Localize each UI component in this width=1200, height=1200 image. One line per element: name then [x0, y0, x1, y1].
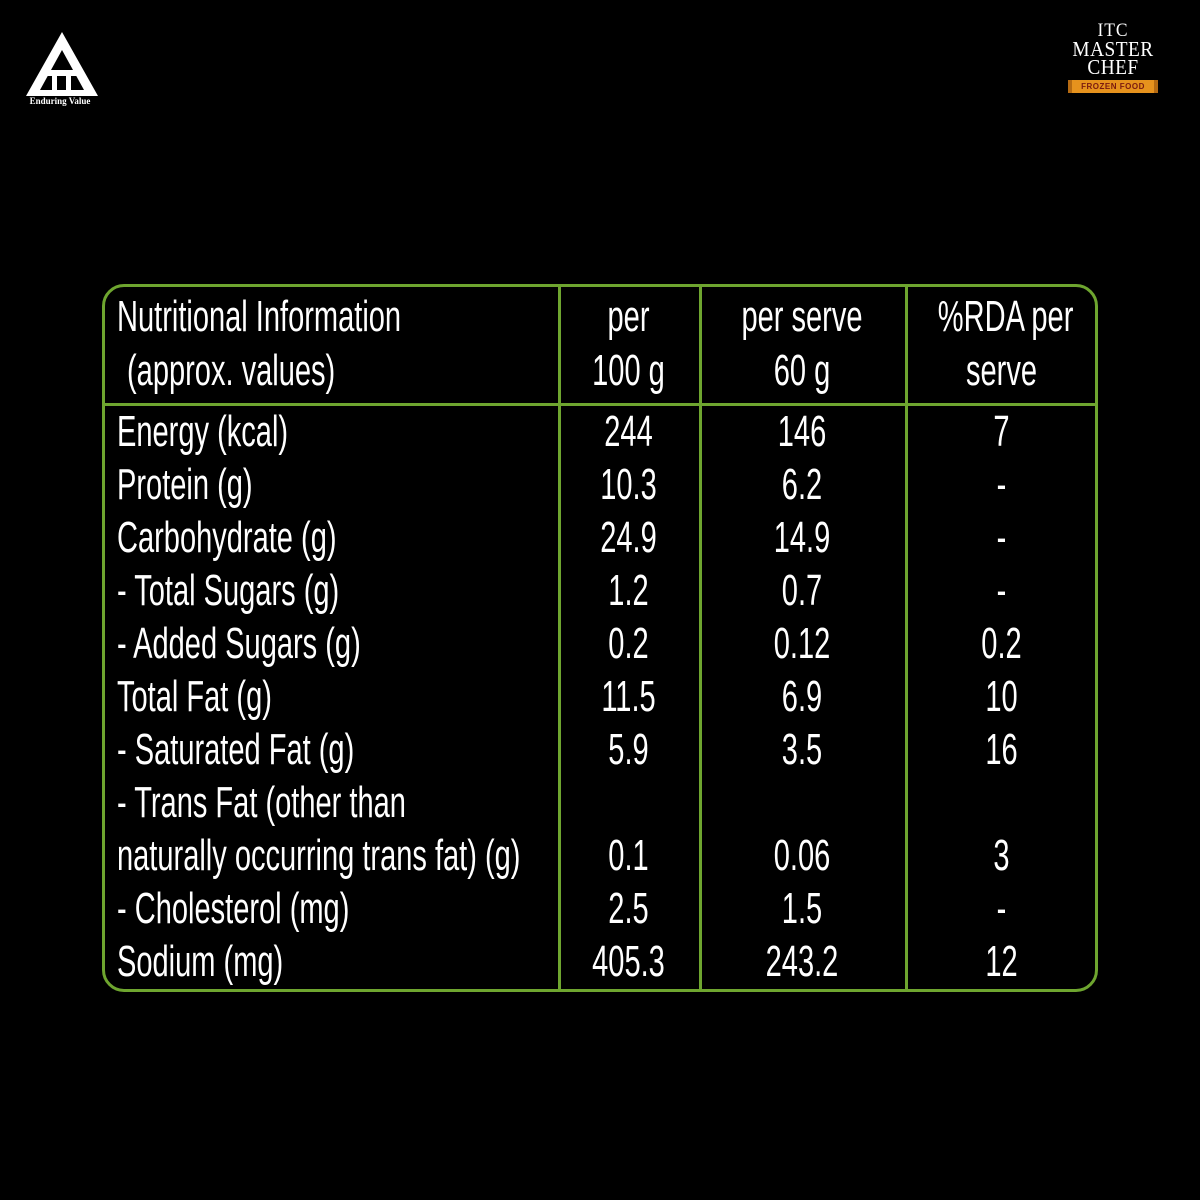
row-perserve-value: 243.2: [765, 937, 839, 986]
row-rda-value: 3: [993, 831, 1010, 880]
row-rda-value: 0.2: [981, 619, 1022, 668]
row-label: - Cholesterol (mg): [117, 884, 350, 933]
header-nutrient-line1: Nutritional Information: [117, 292, 402, 341]
row-label: Energy (kcal): [117, 407, 289, 456]
row-perserve-value: 1.5: [781, 884, 823, 933]
header-divider: [105, 403, 1095, 406]
row-label: Sodium (mg): [117, 937, 284, 986]
row-label: - Saturated Fat (g): [117, 725, 355, 774]
mc-itc-text: ITC: [1097, 20, 1129, 41]
row-perserve-value: 0.06: [773, 831, 831, 880]
header-perserve-line2: 60 g: [773, 346, 831, 395]
row-label: Carbohydrate (g): [117, 513, 337, 562]
row-perserve-value: 6.2: [781, 460, 823, 509]
row-per100-value: 244: [604, 407, 653, 456]
row-rda-value: 10: [985, 672, 1018, 721]
row-rda-value: 16: [985, 725, 1018, 774]
nutrition-table: Nutritional Information (approx. values) p…: [102, 284, 1098, 992]
row-per100-value: 5.9: [608, 725, 649, 774]
row-per100-value: 2.5: [608, 884, 649, 933]
header-perserve-line1: per serve: [741, 292, 863, 341]
row-rda-value: -: [996, 513, 1007, 562]
column-divider: [905, 287, 908, 989]
itc-logo: [22, 30, 102, 110]
row-rda-value: -: [996, 460, 1007, 509]
row-perserve-value: 3.5: [781, 725, 823, 774]
row-label: naturally occurring trans fat) (g): [117, 831, 521, 880]
row-label: - Trans Fat (other than: [117, 778, 406, 827]
row-per100-value: 24.9: [600, 513, 657, 562]
mc-chef-text: CHEF: [1087, 55, 1139, 79]
row-rda-value: -: [996, 884, 1007, 933]
header-rda-line2: serve: [965, 346, 1038, 395]
frozen-food-ribbon: FROZEN FOOD: [1068, 80, 1158, 93]
row-label: Protein (g): [117, 460, 253, 509]
row-perserve-value: 0.7: [781, 566, 823, 615]
row-perserve-value: 0.12: [773, 619, 831, 668]
row-per100-value: 1.2: [608, 566, 649, 615]
column-divider: [558, 287, 561, 989]
header-rda-line1: %RDA per: [937, 292, 1074, 341]
header-per100-line2: 100 g: [592, 346, 665, 395]
row-perserve-value: 146: [777, 407, 827, 456]
row-perserve-value: 14.9: [773, 513, 831, 562]
mc-master-text: MASTER: [1072, 37, 1154, 61]
row-perserve-value: 6.9: [781, 672, 823, 721]
header-nutrient-line2: (approx. values): [127, 346, 336, 395]
row-rda-value: -: [996, 566, 1007, 615]
row-label: - Total Sugars (g): [117, 566, 340, 615]
row-per100-value: 0.2: [608, 619, 649, 668]
row-rda-value: 7: [993, 407, 1010, 456]
row-per100-value: 10.3: [600, 460, 657, 509]
row-per100-value: 0.1: [608, 831, 649, 880]
header-per100-line1: per: [607, 292, 650, 341]
row-per100-value: 11.5: [601, 672, 656, 721]
master-chef-logo: ITC MASTER CHEF FROZEN FOOD: [1055, 20, 1171, 112]
row-label: - Added Sugars (g): [117, 619, 361, 668]
row-label: Total Fat (g): [117, 672, 272, 721]
row-rda-value: 12: [985, 937, 1018, 986]
row-per100-value: 405.3: [592, 937, 665, 986]
itc-tagline: Enduring Value: [29, 96, 91, 106]
column-divider: [699, 287, 702, 989]
